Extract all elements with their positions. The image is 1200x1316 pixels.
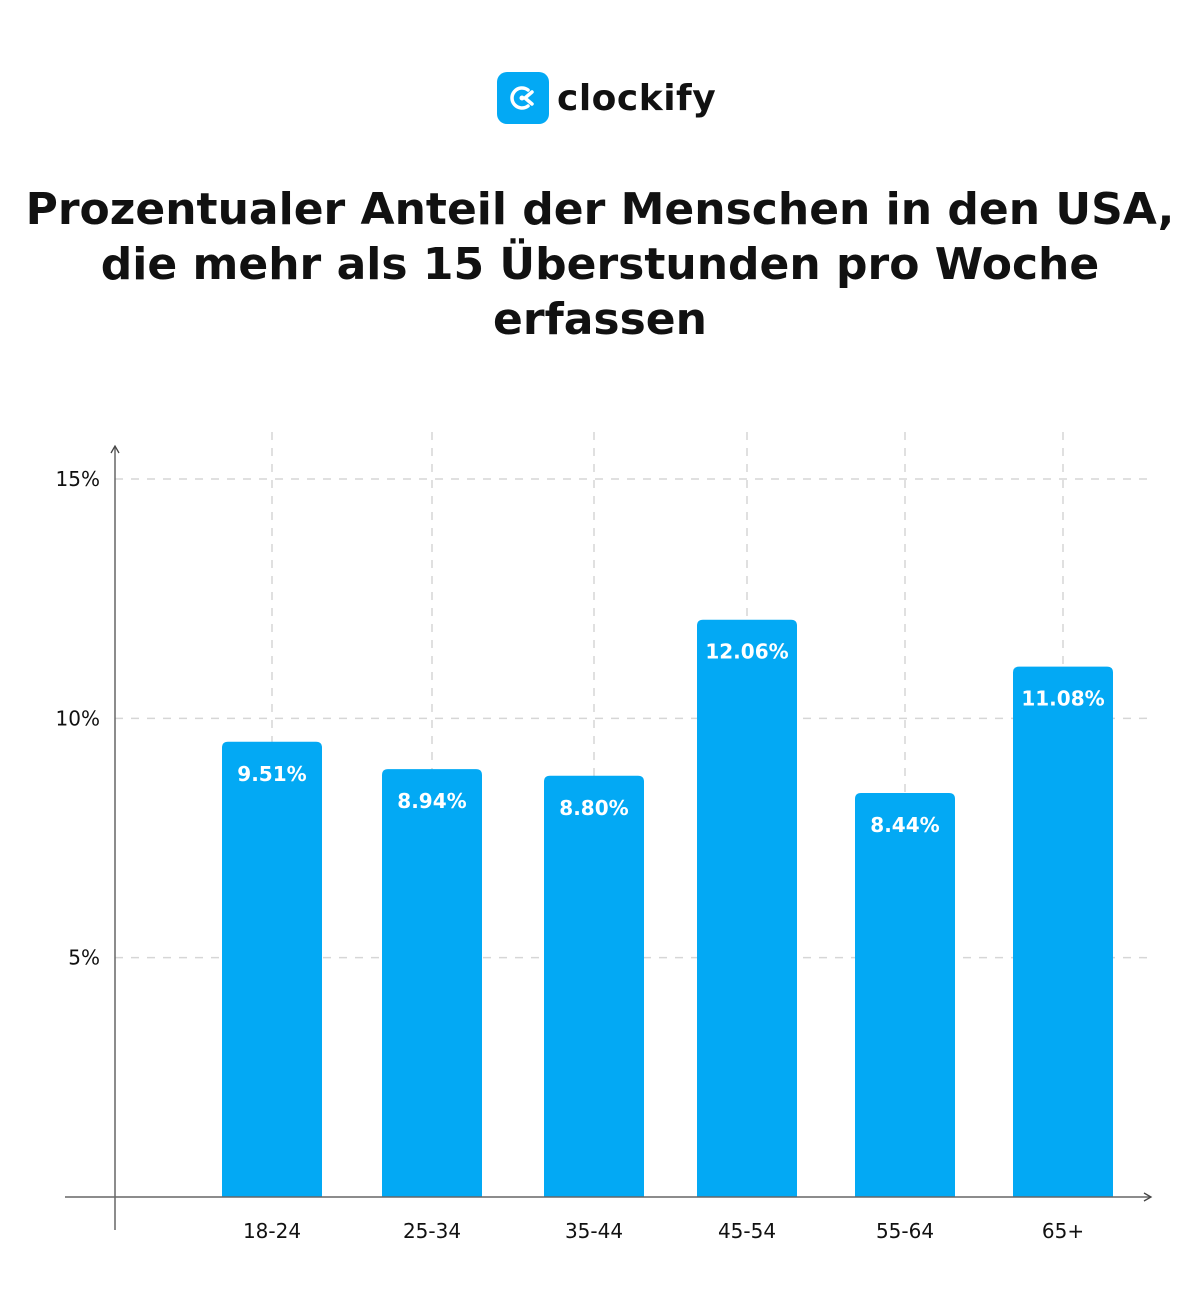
x-axis-arrow-icon [1143,1192,1153,1202]
bar-25-34 [382,769,482,1197]
bar-data-label: 8.80% [559,796,628,820]
x-tick-label: 45-54 [718,1219,776,1243]
x-tick-label: 18-24 [243,1219,301,1243]
x-tick-label: 55-64 [876,1219,934,1243]
bar-data-label: 8.44% [870,813,939,837]
clockify-logo: clockify [497,72,716,124]
bar-18-24 [222,741,322,1197]
bar-data-label: 11.08% [1021,687,1104,711]
x-tick-label: 35-44 [565,1219,623,1243]
x-tick-label: 65+ [1042,1219,1084,1243]
y-tick-label: 15% [56,467,100,491]
y-tick-label: 5% [68,946,100,970]
bar-45-54 [697,619,797,1197]
bar-data-label: 8.94% [397,789,466,813]
clockify-logo-text: clockify [557,77,717,119]
clockify-logo-icon [497,72,549,124]
bar-65+ [1013,666,1113,1197]
bar-data-label: 9.51% [237,762,306,786]
y-axis-arrow-icon [110,444,120,454]
bar-data-label: 12.06% [705,640,788,664]
bar-55-64 [855,793,955,1197]
bar-35-44 [544,775,644,1197]
x-tick-label: 25-34 [403,1219,461,1243]
y-tick-label: 10% [56,706,100,730]
chart-title: Prozentualer Anteil der Menschen in den … [25,184,1175,345]
